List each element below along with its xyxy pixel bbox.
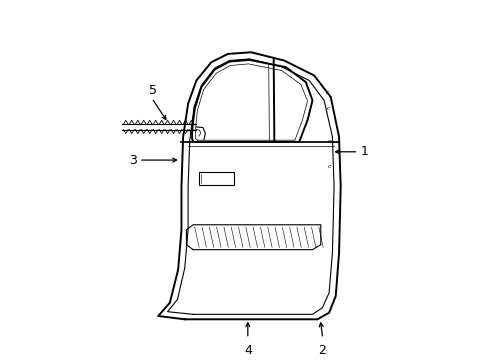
Text: c: c	[326, 164, 330, 169]
Text: 1: 1	[360, 145, 368, 158]
Text: c: c	[326, 139, 330, 144]
Text: 3: 3	[128, 154, 137, 167]
Text: c: c	[325, 90, 328, 95]
Text: 2: 2	[318, 344, 325, 357]
Text: 5: 5	[149, 84, 157, 97]
Text: c: c	[325, 106, 329, 111]
Text: 4: 4	[244, 344, 251, 357]
Bar	[198, 172, 233, 185]
